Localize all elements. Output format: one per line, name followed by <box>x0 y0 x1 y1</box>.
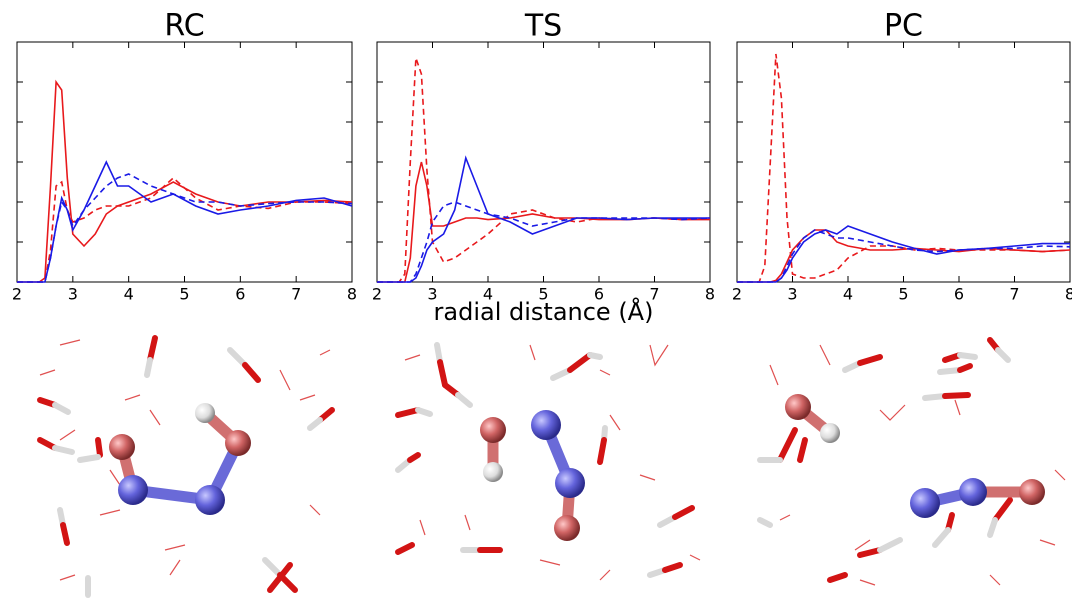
chart-title: RC <box>164 9 204 44</box>
x-tick-label: 6 <box>594 285 604 304</box>
x-tick-label: 4 <box>843 285 853 304</box>
x-tick-label: 5 <box>179 285 189 304</box>
x-tick-label: 4 <box>124 285 134 304</box>
snapshot-ts <box>395 342 701 581</box>
x-axis-label: radial distance (Å) <box>434 297 654 326</box>
series-line <box>737 229 1071 283</box>
x-tick-label: 3 <box>787 285 797 304</box>
x-tick-label: 5 <box>538 285 548 304</box>
series-line <box>377 57 711 283</box>
series-line <box>17 173 353 283</box>
x-tick-label: 3 <box>68 285 78 304</box>
chart-title: PC <box>884 9 923 44</box>
x-tick-label: 5 <box>898 285 908 304</box>
series-line <box>377 155 710 283</box>
x-tick-label: 7 <box>291 285 301 304</box>
x-tick-label: 8 <box>1065 285 1072 304</box>
plot-frame <box>16 41 353 283</box>
x-tick-label: 7 <box>1009 285 1019 304</box>
x-tick-label: 6 <box>954 285 964 304</box>
molecular-snapshots <box>37 335 1066 598</box>
x-tick-label: 4 <box>483 285 493 304</box>
x-tick-label: 7 <box>649 285 659 304</box>
x-tick-label: 2 <box>372 285 382 304</box>
chart-title: TS <box>524 9 562 44</box>
series-line <box>17 79 353 283</box>
x-tick-label: 3 <box>427 285 437 304</box>
series-line <box>737 225 1070 283</box>
x-tick-label: 2 <box>12 285 22 304</box>
x-tick-label: 2 <box>732 285 742 304</box>
series-line <box>737 229 1071 283</box>
x-tick-label: 8 <box>347 285 357 304</box>
series-line <box>17 176 353 283</box>
snapshot-pc <box>757 337 1066 586</box>
x-tick-label: 8 <box>705 285 715 304</box>
series-line <box>377 201 711 283</box>
x-tick-label: 6 <box>235 285 245 304</box>
series-line <box>17 160 353 283</box>
snapshot-rc <box>37 335 335 598</box>
